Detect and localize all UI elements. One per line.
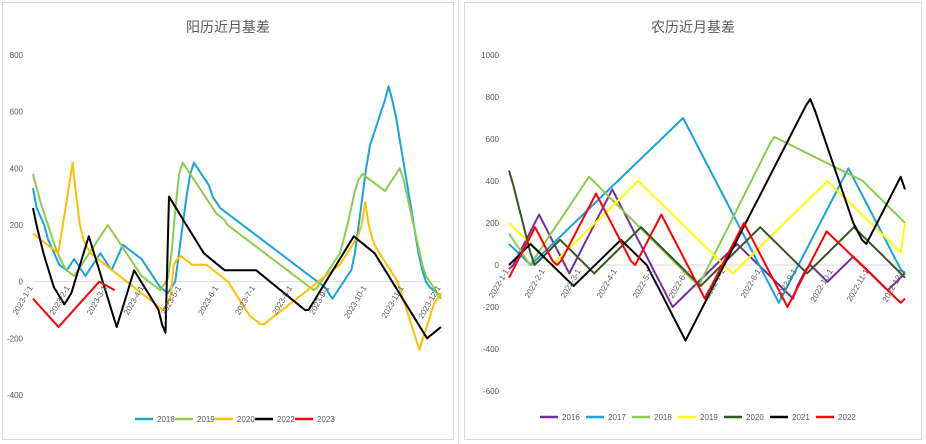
y-tick-label: -200 bbox=[483, 303, 500, 312]
x-tick-label: 2022-6-1 bbox=[667, 267, 691, 300]
x-tick-label: 2023-7-1 bbox=[233, 284, 257, 317]
x-tick-label: 2022-11-1 bbox=[845, 267, 871, 303]
series-line-2022 bbox=[32, 195, 442, 340]
legend-label-2019: 2019 bbox=[700, 413, 718, 422]
legend-label-2017: 2017 bbox=[608, 413, 626, 422]
y-tick-label: 600 bbox=[486, 135, 500, 144]
y-tick-label: 400 bbox=[10, 164, 24, 173]
x-tick-label: 2022-2-1 bbox=[523, 267, 547, 300]
x-tick-label: 2023-10-1 bbox=[342, 284, 368, 321]
x-tick-label: 2022-8-1 bbox=[739, 267, 763, 300]
series-line-2019 bbox=[508, 180, 906, 275]
series-line-2021 bbox=[508, 98, 906, 342]
y-tick-label: 0 bbox=[19, 278, 24, 287]
series-line-2017 bbox=[508, 117, 906, 304]
series-line-2016 bbox=[508, 188, 906, 308]
y-tick-label: 1000 bbox=[481, 51, 499, 60]
series-line-2019 bbox=[32, 161, 442, 300]
series-line-2018 bbox=[32, 85, 442, 300]
chart-title-lunar: 农历近月基差 bbox=[651, 19, 735, 35]
chart-panel-solar: 阳历近月基差 800 600 400 200 0 -200 -400 2023-1-1 2023… bbox=[2, 2, 454, 440]
x-tick-label: 2022-12-1 bbox=[881, 267, 907, 304]
y-tick-label: 600 bbox=[10, 108, 24, 117]
legend-label-2019: 2019 bbox=[197, 415, 215, 424]
legend-label-2018: 2018 bbox=[654, 413, 672, 422]
series-line-2022 bbox=[508, 192, 906, 308]
legend-label-2020: 2020 bbox=[746, 413, 764, 422]
chart-svg-solar: 800 600 400 200 0 -200 -400 2023-1-1 2023-2-1 202… bbox=[7, 51, 443, 424]
x-tick-label: 2022-10-1 bbox=[809, 267, 835, 304]
chart-title-solar: 阳历近月基差 bbox=[186, 19, 270, 35]
y-tick-label: 0 bbox=[495, 261, 500, 270]
y-tick-label: 400 bbox=[486, 177, 500, 186]
y-tick-label: -600 bbox=[483, 387, 500, 396]
legend-label-2021: 2021 bbox=[792, 413, 810, 422]
legend-label-2016: 2016 bbox=[562, 413, 580, 422]
series-line-2020 bbox=[32, 161, 442, 351]
x-tick-label: 2023-2-1 bbox=[48, 284, 72, 317]
x-tick-label: 2022-4-1 bbox=[595, 267, 619, 300]
panel-separator bbox=[458, 0, 459, 444]
x-tick-label: 2023-8-1 bbox=[271, 284, 295, 317]
series-line-2018 bbox=[508, 135, 906, 287]
legend-label-2022: 2022 bbox=[838, 413, 856, 422]
y-tick-label: 800 bbox=[10, 51, 24, 60]
y-tick-label: -400 bbox=[483, 345, 500, 354]
legend-label-2020: 2020 bbox=[237, 415, 255, 424]
series-line-2023 bbox=[32, 280, 116, 328]
legend-label-2022: 2022 bbox=[277, 415, 295, 424]
legend-label-2018: 2018 bbox=[157, 415, 175, 424]
legend-label-2023: 2023 bbox=[317, 415, 335, 424]
chart-svg-lunar: 1000 800 600 400 200 0 -200 -400 -600 2022-1-1 202… bbox=[481, 51, 907, 422]
y-tick-label: 200 bbox=[486, 219, 500, 228]
x-tick-label: 2023-6-1 bbox=[196, 284, 220, 317]
y-tick-label: -200 bbox=[7, 334, 24, 343]
x-tick-label: 2023-11-1 bbox=[380, 284, 406, 320]
chart-panel-lunar: 农历近月基差 1000 800 600 400 200 0 -200 -400 -600 2022… bbox=[464, 2, 922, 440]
x-tick-label: 2022-1-1 bbox=[487, 267, 511, 300]
x-tick-label: 2023-3-1 bbox=[85, 284, 109, 317]
x-tick-label: 2023-1-1 bbox=[11, 284, 35, 317]
x-tick-label: 2022-5-1 bbox=[631, 267, 655, 300]
y-tick-label: 200 bbox=[10, 221, 24, 230]
series-line-2020 bbox=[508, 170, 906, 287]
y-tick-label: 800 bbox=[486, 93, 500, 102]
y-tick-label: -400 bbox=[7, 391, 24, 400]
